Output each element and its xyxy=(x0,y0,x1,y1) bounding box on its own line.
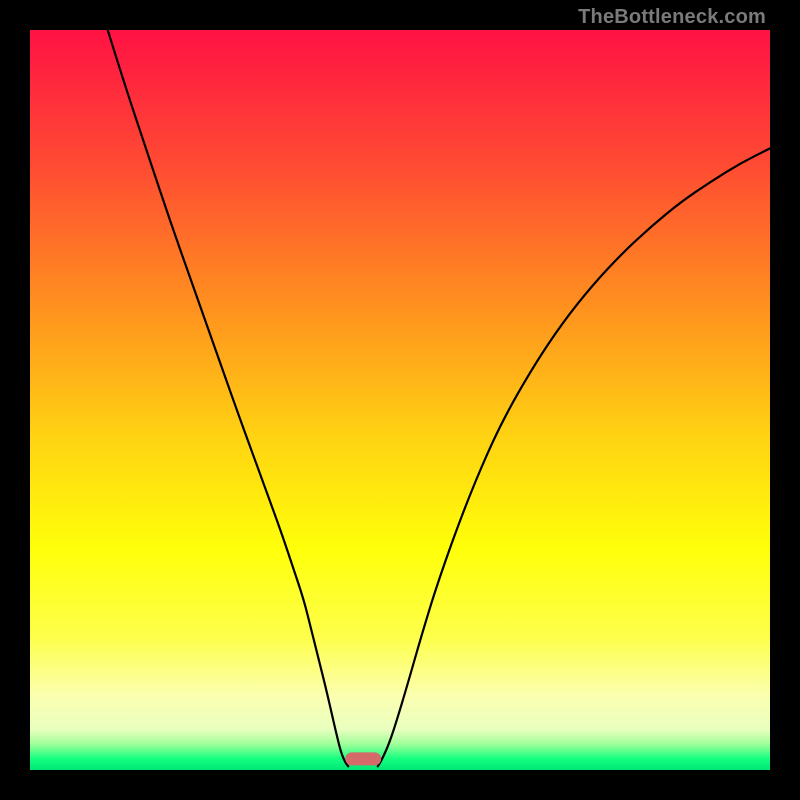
curve-left xyxy=(108,30,349,766)
chart-frame: TheBottleneck.com xyxy=(0,0,800,800)
curve-right xyxy=(378,148,770,766)
curve-layer xyxy=(30,30,770,770)
watermark-text: TheBottleneck.com xyxy=(578,6,766,29)
optimum-marker xyxy=(345,752,381,765)
plot-area xyxy=(30,30,770,770)
